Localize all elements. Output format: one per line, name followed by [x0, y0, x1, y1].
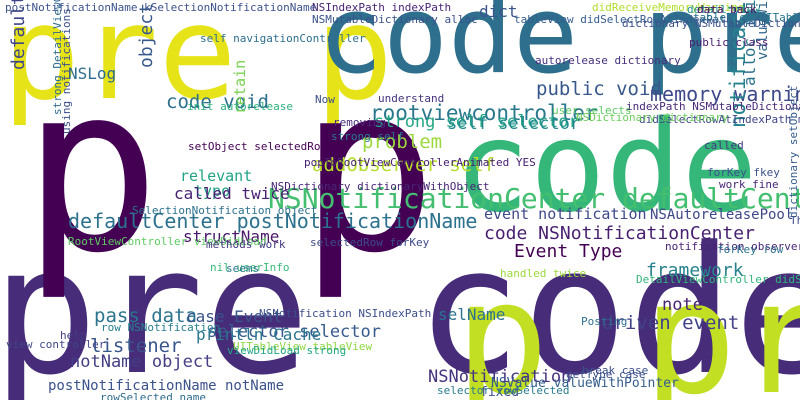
cloud-word: NSNotification: [428, 367, 572, 387]
cloud-word: NSValue valueWithPointer: [491, 376, 679, 391]
cloud-word: selName: [438, 305, 506, 324]
cloud-word: user selects: [552, 104, 632, 117]
cloud-word: Now: [315, 93, 335, 106]
cloud-word: NSDictionary dictionaryWithObject: [271, 180, 490, 193]
cloud-word: event notification: [484, 205, 647, 223]
cloud-word: NSNotification NSIndexPath: [259, 307, 432, 320]
cloud-word: pre p: [2, 0, 394, 129]
cloud-word: NSIndexPath indexPath: [312, 1, 452, 14]
cloud-word: Event Type: [514, 241, 623, 262]
cloud-word: notName object: [70, 352, 214, 372]
cloud-word: dictionary NSMutableDictionary: [622, 17, 800, 30]
cloud-word: structName: [183, 227, 280, 246]
cloud-word: didReceiveMemoryWarning: [592, 1, 745, 14]
cloud-word: case Event: [186, 307, 283, 326]
cloud-word: handled twice: [500, 267, 587, 280]
cloud-word: addObserver self: [312, 154, 496, 176]
cloud-word: autorelease dictionary: [535, 54, 681, 67]
cloud-word: help: [60, 329, 87, 342]
cloud-word: view controller: [6, 338, 106, 351]
cloud-word: typo: [194, 182, 231, 200]
cloud-word: seems: [226, 262, 260, 275]
cloud-word: detail view: [687, 3, 760, 16]
cloud-word: problem: [362, 131, 443, 153]
cloud-word: init autorelease: [187, 100, 293, 113]
cloud-word: understand: [378, 92, 445, 105]
cloud-word: data back: [697, 3, 757, 16]
cloud-word: forKey fkey: [707, 166, 780, 179]
cloud-word: popToRootViewControllerAnimated YES: [304, 156, 536, 169]
cloud-word: viewDidLoad strong: [227, 344, 347, 357]
cloud-word: postNotificationName kSelectionNotificat…: [5, 1, 317, 14]
cloud-word: NSMutableDictionary alloc: [312, 13, 478, 26]
cloud-word: p p: [22, 37, 438, 304]
cloud-word: RootViewController viewDidLoad: [68, 235, 267, 248]
cloud-word: NSNotificationCenter defaultCenter: [268, 182, 800, 215]
cloud-word: NSDictionary dictionary: [576, 111, 729, 124]
cloud-word: notification observer: [665, 240, 800, 253]
cloud-word: code pre: [318, 0, 800, 98]
cloud-word: nil userInfo: [210, 261, 290, 274]
cloud-word: fixed: [480, 385, 520, 400]
cloud-word: selectedRow forKey: [310, 236, 430, 249]
cloud-word: didSelectRowAtIndexPath method: [639, 113, 800, 126]
cloud-word: p pre: [455, 247, 800, 400]
cloud-word: defaultCenter postNotificationName: [68, 209, 478, 233]
cloud-word: NSLog: [68, 64, 117, 83]
cloud-word: listener: [90, 335, 182, 357]
cloud-word: pass data: [94, 305, 197, 327]
cloud-word: code: [454, 93, 758, 240]
cloud-word: UITableView tableView: [233, 340, 373, 353]
cloud-word: postNotificationName notName: [48, 378, 285, 394]
cloud-word: relevant: [180, 167, 253, 185]
cloud-word: removing: [333, 116, 386, 129]
cloud-word: memory warning: [650, 82, 800, 106]
cloud-word: tableView UITableView: [693, 11, 800, 24]
cloud-word: SelectionNotification object: [132, 204, 318, 217]
cloud-word: strong self selector: [374, 112, 579, 132]
cloud-word: selector selector: [207, 322, 381, 342]
cloud-word: selector rowSelected: [437, 384, 570, 397]
cloud-word: NSAutoreleasePool: [650, 207, 794, 223]
cloud-word: driven event: [602, 312, 740, 334]
cloud-word: strong self: [331, 130, 404, 143]
cloud-word: code NSNotificationCenter: [484, 223, 755, 244]
cloud-word: break case: [582, 364, 649, 377]
cloud-word: called twice: [174, 184, 290, 203]
cloud-word: called: [704, 139, 744, 152]
cloud-word: pre code: [0, 209, 800, 400]
cloud-word: Posting: [581, 315, 628, 328]
cloud-word: public class: [689, 36, 769, 49]
cloud-word: Thanks: [790, 214, 800, 227]
cloud-word: self selector: [447, 114, 581, 134]
cloud-word: methods work: [206, 238, 286, 251]
cloud-word: framework: [646, 260, 744, 281]
cloud-word: forKey row: [717, 243, 784, 256]
cloud-word: using notifications: [60, 8, 73, 134]
cloud-word: indexPath NSMutableDictionary: [626, 100, 800, 113]
cloud-word: println Cache: [196, 325, 322, 344]
cloud-word: rowSelected name: [100, 391, 206, 400]
cloud-word: setObject selectedRow: [188, 140, 328, 153]
cloud-word: dictionary setObject: [787, 85, 800, 218]
cloud-word: tableView didSelectRowAtIndexPath: [514, 13, 733, 26]
cloud-word: DetailViewController didSelectRowAtIndex…: [636, 273, 800, 286]
cloud-word: public void: [536, 78, 662, 100]
cloud-word: code void: [166, 91, 269, 113]
cloud-word: getType case: [566, 368, 646, 381]
cloud-word: rootviewcontroller: [370, 101, 598, 125]
cloud-word: work fine: [719, 178, 779, 191]
cloud-word: dict: [479, 2, 518, 21]
cloud-word: note: [662, 295, 703, 315]
cloud-word: row NSNotification: [101, 321, 221, 334]
cloud-word: self navigationController: [200, 32, 366, 45]
